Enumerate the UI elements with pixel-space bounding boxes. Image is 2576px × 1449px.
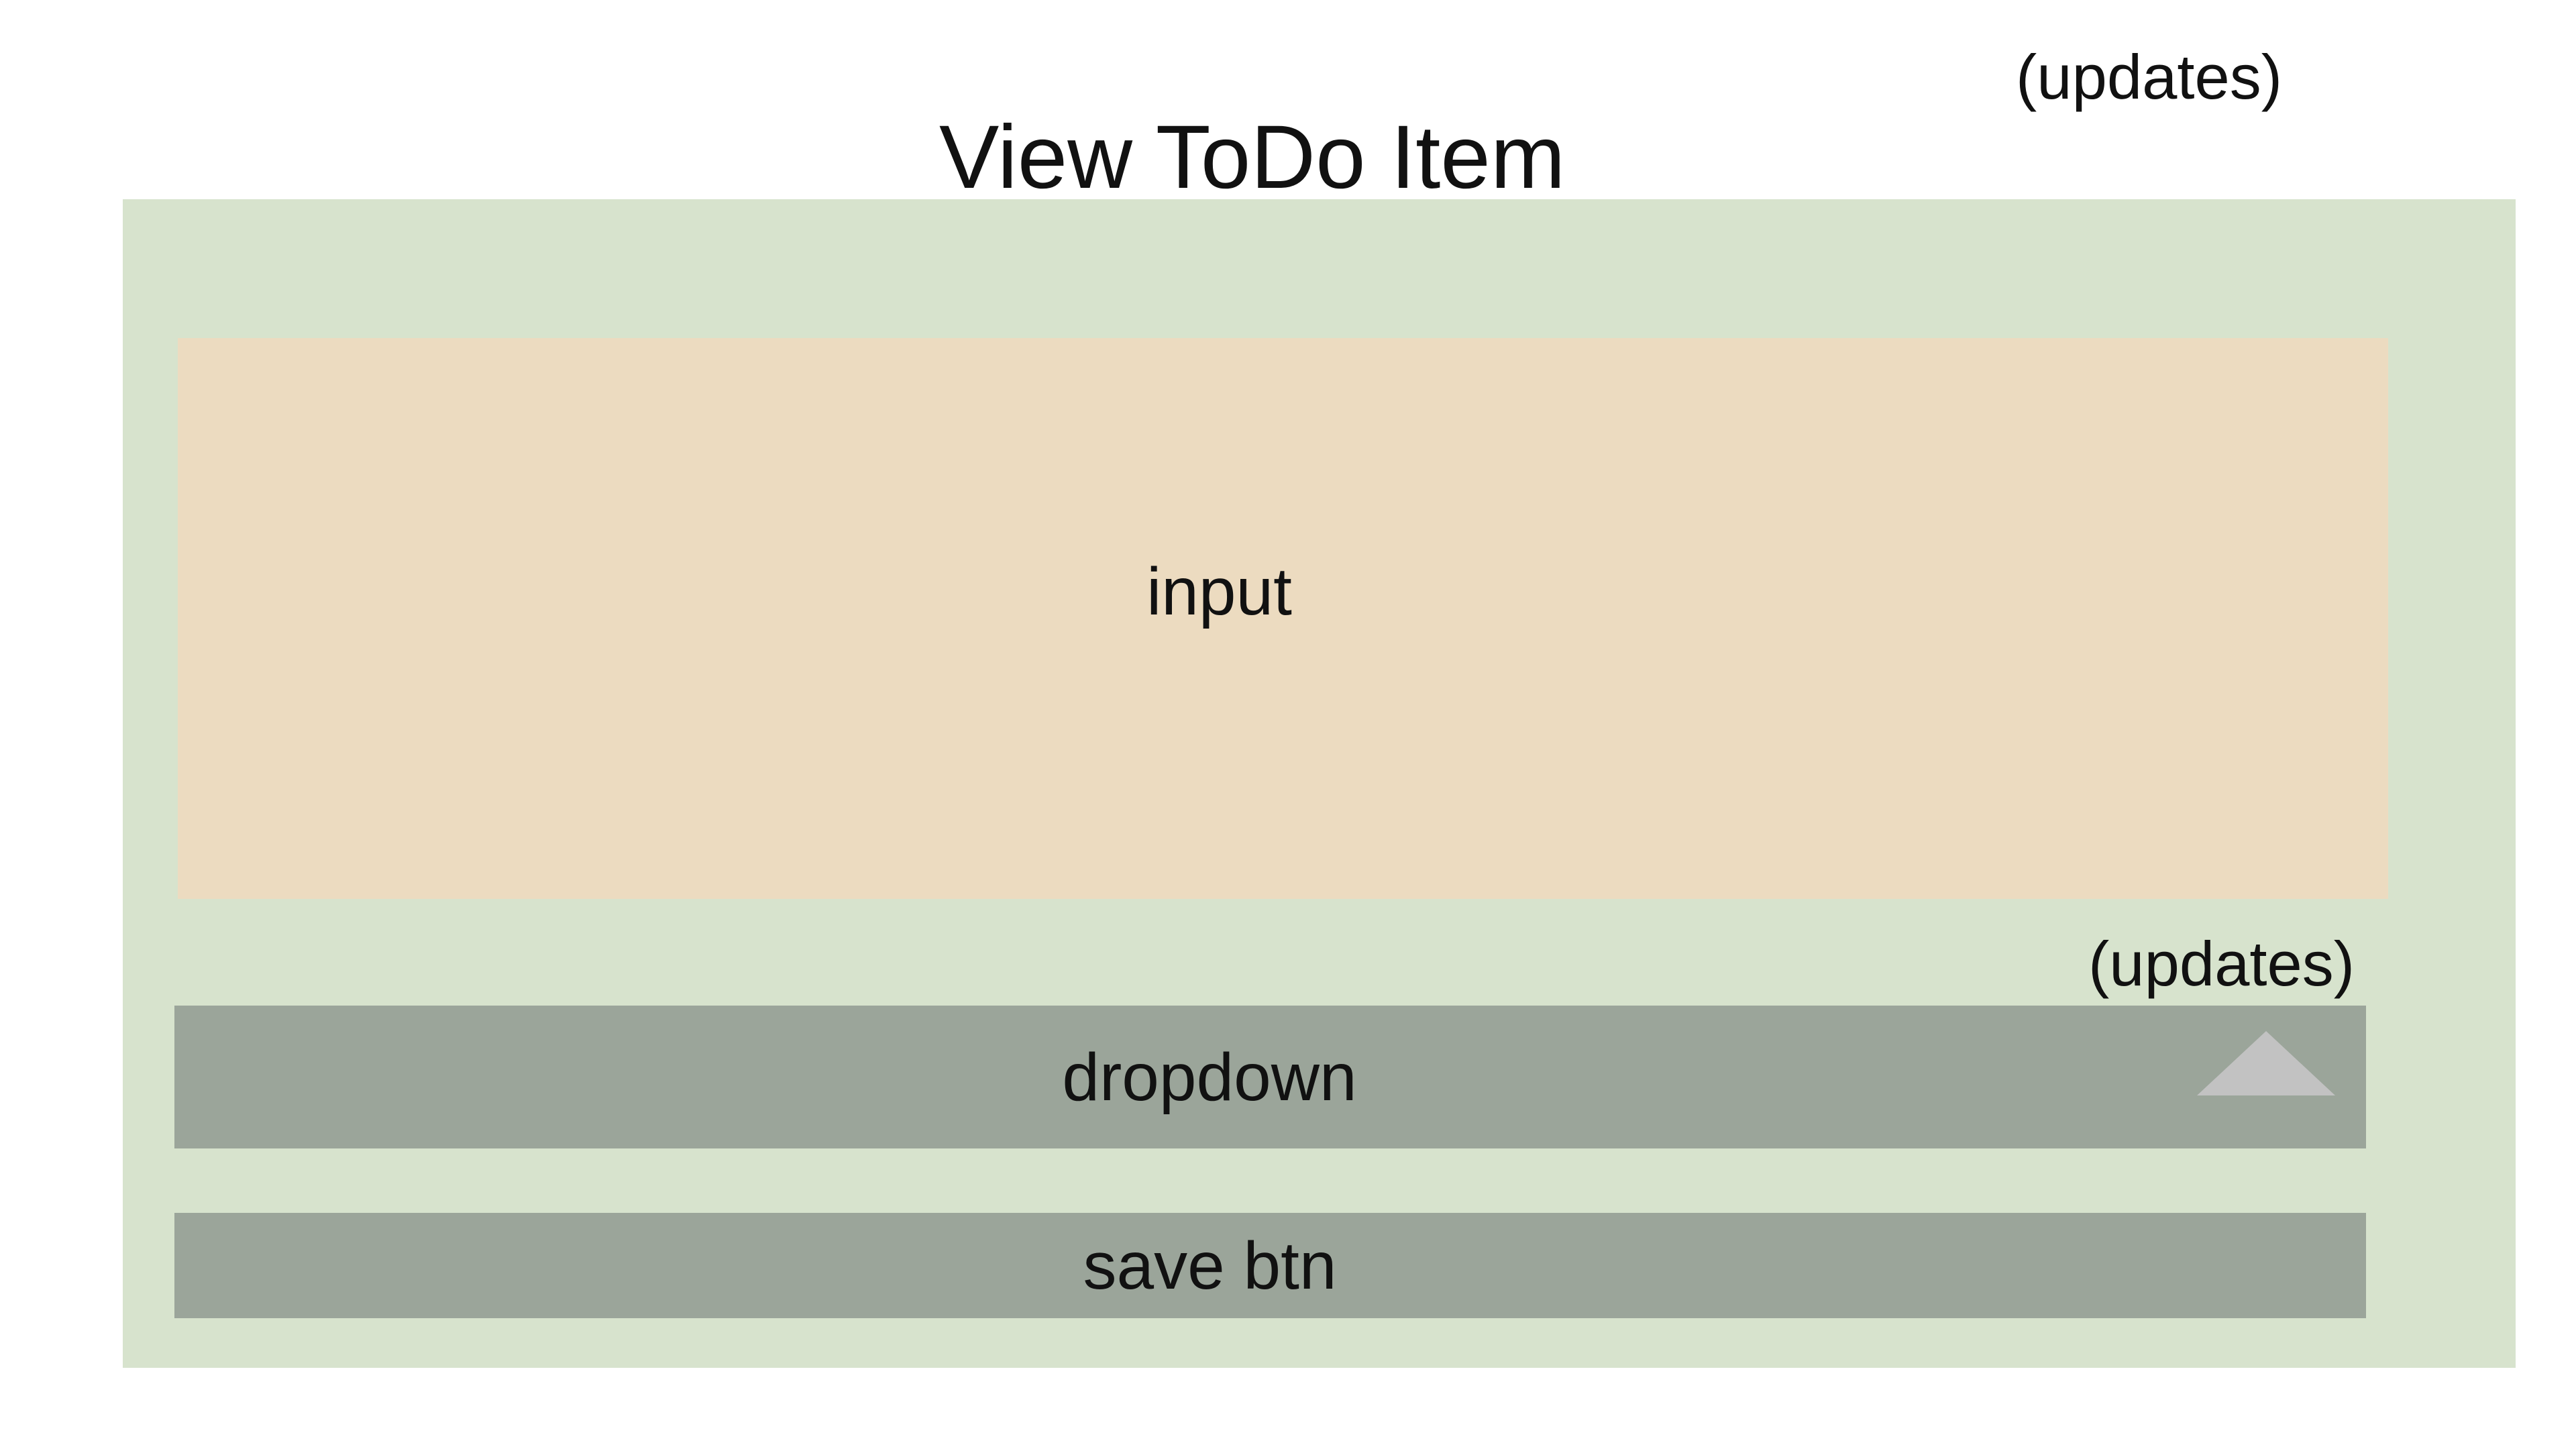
save-button-label: save btn bbox=[1083, 1228, 1337, 1303]
status-dropdown-label: dropdown bbox=[1062, 1039, 1357, 1115]
updates-annotation-dropdown: (updates) bbox=[2088, 928, 2355, 999]
updates-annotation-top: (updates) bbox=[2016, 42, 2283, 112]
page-title: View ToDo Item bbox=[939, 107, 1566, 207]
triangle-up-icon[interactable] bbox=[2197, 1031, 2335, 1095]
status-dropdown[interactable]: dropdown bbox=[174, 1006, 2366, 1148]
save-button[interactable]: save btn bbox=[174, 1213, 2366, 1318]
todo-input-label: input bbox=[1146, 554, 1292, 629]
todo-input[interactable]: input bbox=[178, 338, 2388, 899]
